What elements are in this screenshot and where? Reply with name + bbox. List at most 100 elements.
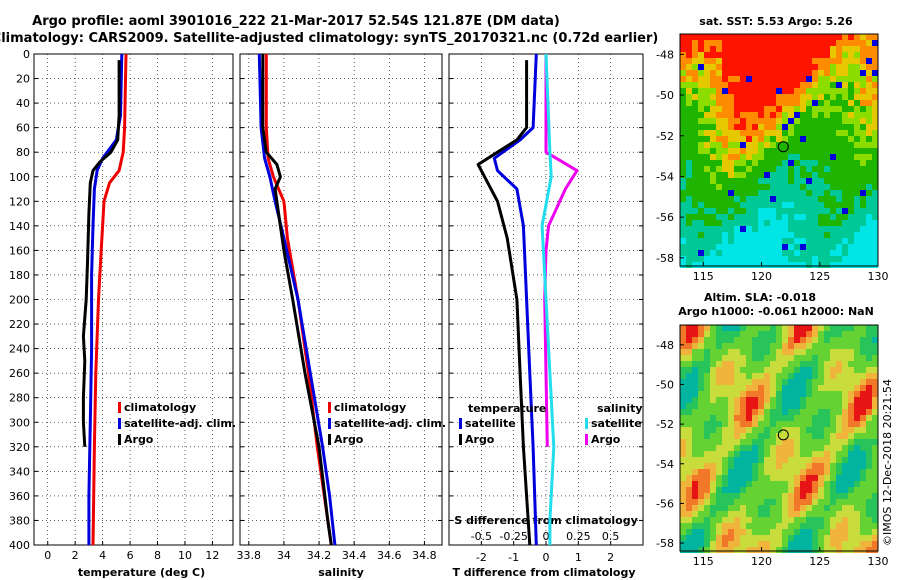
map-cell xyxy=(770,184,776,190)
map-cell xyxy=(734,517,740,523)
map-cell xyxy=(830,70,836,76)
map-cell xyxy=(818,46,824,52)
map-cell xyxy=(866,505,872,511)
map-cell xyxy=(866,541,872,547)
map-cell xyxy=(854,100,860,106)
map-cell xyxy=(698,535,704,541)
map-cell xyxy=(692,511,698,517)
map-cell xyxy=(830,535,836,541)
map-cell xyxy=(758,142,764,148)
map-cell xyxy=(752,256,758,262)
map-cell xyxy=(746,118,752,124)
map-cell xyxy=(746,343,752,349)
map-cell xyxy=(698,76,704,82)
map-cell xyxy=(824,355,830,361)
map-cell xyxy=(824,118,830,124)
map-cell xyxy=(782,124,788,130)
map-cell xyxy=(722,421,728,427)
map-cell xyxy=(746,100,752,106)
map-cell xyxy=(680,190,686,196)
map-cell xyxy=(752,535,758,541)
map-cell xyxy=(842,367,848,373)
map-cell xyxy=(854,373,860,379)
map-cell xyxy=(758,232,764,238)
map-cell xyxy=(746,160,752,166)
map-cell xyxy=(872,511,878,517)
map-cell xyxy=(794,202,800,208)
map-cell xyxy=(782,214,788,220)
map-cell xyxy=(824,232,830,238)
map-cell xyxy=(746,40,752,46)
map-cell xyxy=(848,202,854,208)
map-cell xyxy=(812,397,818,403)
map-cell xyxy=(764,94,770,100)
map-cell xyxy=(698,34,704,40)
map-cell xyxy=(698,541,704,547)
map-cell xyxy=(812,100,818,106)
map-cell xyxy=(710,367,716,373)
map-cell xyxy=(698,256,704,262)
map-cell xyxy=(854,505,860,511)
map-cell xyxy=(860,58,866,64)
map-cell xyxy=(812,385,818,391)
map-cell xyxy=(830,481,836,487)
map-cell xyxy=(812,58,818,64)
map-cell xyxy=(728,46,734,52)
map-cell xyxy=(836,76,842,82)
map-cell xyxy=(866,34,872,40)
x-tick-label: 8 xyxy=(154,549,161,562)
map-cell xyxy=(794,40,800,46)
map-cell xyxy=(860,439,866,445)
map-cell xyxy=(752,172,758,178)
map-cell xyxy=(770,487,776,493)
map-cell xyxy=(836,256,842,262)
map-cell xyxy=(746,373,752,379)
map-cell xyxy=(770,208,776,214)
map-cell xyxy=(830,256,836,262)
map-cell xyxy=(692,493,698,499)
map-x-tick-label: 125 xyxy=(809,555,830,568)
map-cell xyxy=(686,547,692,553)
map-cell xyxy=(746,367,752,373)
map-cell xyxy=(848,88,854,94)
map-cell xyxy=(812,172,818,178)
map-cell xyxy=(698,64,704,70)
map-cell xyxy=(800,541,806,547)
map-cell xyxy=(818,451,824,457)
series-line-2 xyxy=(81,60,121,447)
map-cell xyxy=(746,403,752,409)
map-cell xyxy=(848,433,854,439)
map-cell xyxy=(818,487,824,493)
map-cell xyxy=(740,541,746,547)
map-cell xyxy=(704,238,710,244)
map-x-tick-label: 115 xyxy=(693,270,714,283)
map-cell xyxy=(740,142,746,148)
map-cell xyxy=(818,238,824,244)
map-cell xyxy=(800,130,806,136)
map-cell xyxy=(698,178,704,184)
map-cell xyxy=(728,547,734,553)
map-cell xyxy=(866,547,872,553)
map-cell xyxy=(812,433,818,439)
map-cell xyxy=(860,475,866,481)
map-cell xyxy=(860,64,866,70)
map-cell xyxy=(842,220,848,226)
map-cell xyxy=(758,202,764,208)
map-cell xyxy=(752,511,758,517)
map-cell xyxy=(866,331,872,337)
x-tick-label: 34 xyxy=(277,549,291,562)
map-cell xyxy=(698,325,704,331)
map-cell xyxy=(872,142,878,148)
map-cell xyxy=(806,469,812,475)
map-cell xyxy=(776,343,782,349)
map-cell xyxy=(806,547,812,553)
map-cell xyxy=(764,499,770,505)
map-cell xyxy=(794,46,800,52)
map-cell xyxy=(764,76,770,82)
map-cell xyxy=(812,481,818,487)
map-cell xyxy=(758,34,764,40)
map-cell xyxy=(734,52,740,58)
map-cell xyxy=(692,535,698,541)
map-cell xyxy=(812,88,818,94)
map-cell xyxy=(764,154,770,160)
